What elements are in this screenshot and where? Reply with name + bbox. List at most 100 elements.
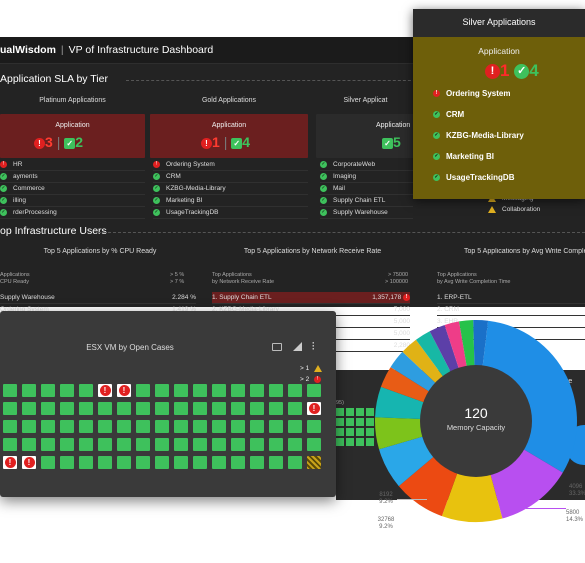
- vm-cell[interactable]: [60, 402, 74, 415]
- comment-icon[interactable]: [272, 343, 282, 351]
- vm-cell[interactable]: [41, 384, 55, 397]
- memory-capacity-donut[interactable]: 120 Memory Capacity: [370, 320, 585, 525]
- vm-cell[interactable]: [174, 402, 188, 415]
- vm-cell[interactable]: [288, 402, 302, 415]
- tier-silver-title[interactable]: Silver Applicat: [343, 97, 388, 104]
- vm-cell[interactable]: [60, 456, 74, 469]
- list-item[interactable]: ✓ Supply Chain ETL: [320, 195, 413, 207]
- list-item[interactable]: ! Ordering System: [433, 89, 583, 110]
- vm-cell[interactable]: [193, 456, 207, 469]
- vm-cell[interactable]: [307, 384, 321, 397]
- tier-platinum-title[interactable]: Platinum Applications: [39, 97, 106, 104]
- vm-cell[interactable]: [174, 456, 188, 469]
- vm-cell[interactable]: [3, 384, 17, 397]
- vm-cell[interactable]: [269, 456, 283, 469]
- vm-cell[interactable]: [41, 420, 55, 433]
- vm-cell[interactable]: [231, 384, 245, 397]
- vm-cell[interactable]: [231, 438, 245, 451]
- vm-cell-alert[interactable]: !: [117, 384, 131, 397]
- vm-cell[interactable]: [79, 438, 93, 451]
- vm-cell[interactable]: [136, 420, 150, 433]
- table-row[interactable]: 1. Supply Chain ETL 1,357,178 !: [212, 292, 410, 304]
- vm-cell[interactable]: [22, 438, 36, 451]
- table-row[interactable]: 2. CRM: [437, 304, 585, 316]
- vm-cell[interactable]: [3, 420, 17, 433]
- list-item[interactable]: ✓ Supply Warehouse: [320, 207, 413, 219]
- list-item[interactable]: ✓ Commerce: [0, 183, 145, 195]
- vm-cell[interactable]: [22, 420, 36, 433]
- vm-cell[interactable]: [79, 456, 93, 469]
- esx-vm-card[interactable]: ESX VM by Open Cases · · · > 1 > 2 ! !!!!!: [0, 311, 336, 497]
- list-item[interactable]: Collaboration: [488, 204, 578, 215]
- vm-cell[interactable]: [212, 420, 226, 433]
- vm-cell[interactable]: [250, 402, 264, 415]
- tier-gold-summary[interactable]: [150, 114, 308, 158]
- vm-cell[interactable]: [307, 438, 321, 451]
- list-item[interactable]: ✓ ayments: [0, 171, 145, 183]
- signal-icon[interactable]: [293, 342, 302, 351]
- vm-cell[interactable]: [250, 438, 264, 451]
- more-menu-icon[interactable]: · · ·: [312, 338, 315, 354]
- vm-cell[interactable]: [117, 438, 131, 451]
- vm-cell[interactable]: [288, 420, 302, 433]
- vm-cell[interactable]: [155, 402, 169, 415]
- vm-cell[interactable]: [212, 438, 226, 451]
- vm-cell[interactable]: [231, 456, 245, 469]
- vm-cell-alert[interactable]: !: [3, 456, 17, 469]
- vm-cell[interactable]: [174, 384, 188, 397]
- vm-cell[interactable]: [212, 384, 226, 397]
- list-item[interactable]: ✓ CRM: [153, 171, 308, 183]
- vm-cell[interactable]: [98, 420, 112, 433]
- vm-cell[interactable]: [193, 438, 207, 451]
- vm-cell[interactable]: [60, 438, 74, 451]
- list-item[interactable]: ✓ Mail: [320, 183, 413, 195]
- vm-cell[interactable]: [117, 402, 131, 415]
- list-item[interactable]: ✓ Marketing BI: [433, 152, 583, 173]
- vm-cell-alert[interactable]: !: [98, 384, 112, 397]
- vm-cell[interactable]: [41, 402, 55, 415]
- list-item[interactable]: ✓ Marketing BI: [153, 195, 308, 207]
- vm-cell[interactable]: [136, 384, 150, 397]
- vm-cell[interactable]: [288, 438, 302, 451]
- vm-cell[interactable]: [117, 420, 131, 433]
- vm-cell[interactable]: [41, 438, 55, 451]
- vm-cell[interactable]: [136, 402, 150, 415]
- vm-cell[interactable]: [250, 456, 264, 469]
- list-item[interactable]: ✓ CorporateWeb: [320, 159, 413, 171]
- vm-cell[interactable]: [269, 438, 283, 451]
- vm-cell[interactable]: [117, 456, 131, 469]
- vm-cell[interactable]: [155, 420, 169, 433]
- vm-cell[interactable]: [3, 402, 17, 415]
- vm-cell[interactable]: [193, 384, 207, 397]
- list-item[interactable]: ✓ UsageTrackingDB: [433, 173, 583, 194]
- vm-cell-alert[interactable]: !: [22, 456, 36, 469]
- vm-cell[interactable]: [98, 456, 112, 469]
- list-item[interactable]: ✓ CRM: [433, 110, 583, 131]
- vm-cell[interactable]: [231, 420, 245, 433]
- vm-cell[interactable]: [231, 402, 245, 415]
- list-item[interactable]: ✓ KZBG-Media-Library: [153, 183, 308, 195]
- vm-cell[interactable]: [174, 420, 188, 433]
- vm-cell[interactable]: [136, 456, 150, 469]
- vm-cell[interactable]: [193, 402, 207, 415]
- vm-cell[interactable]: [269, 402, 283, 415]
- vm-cell[interactable]: [136, 438, 150, 451]
- vm-cell[interactable]: [155, 438, 169, 451]
- vm-cell[interactable]: [250, 420, 264, 433]
- list-item[interactable]: ✓ KZBG-Media-Library: [433, 131, 583, 152]
- vm-cell[interactable]: [41, 456, 55, 469]
- vm-cell[interactable]: [155, 456, 169, 469]
- vm-cell[interactable]: [212, 456, 226, 469]
- vm-cell-alert[interactable]: !: [307, 402, 321, 415]
- tier-platinum-summary[interactable]: [0, 114, 145, 158]
- vm-cell[interactable]: [193, 420, 207, 433]
- vm-cell[interactable]: [155, 384, 169, 397]
- list-item[interactable]: ✓ UsageTrackingDB: [153, 207, 308, 219]
- tier-gold-title[interactable]: Gold Applications: [201, 97, 257, 104]
- vm-cell[interactable]: [98, 402, 112, 415]
- vm-cell[interactable]: [3, 438, 17, 451]
- vm-cell[interactable]: [174, 438, 188, 451]
- list-item[interactable]: ✓ rderProcessing: [0, 207, 145, 219]
- table-row[interactable]: Supply Warehouse 2.284 %: [0, 292, 196, 304]
- vm-cell[interactable]: [98, 438, 112, 451]
